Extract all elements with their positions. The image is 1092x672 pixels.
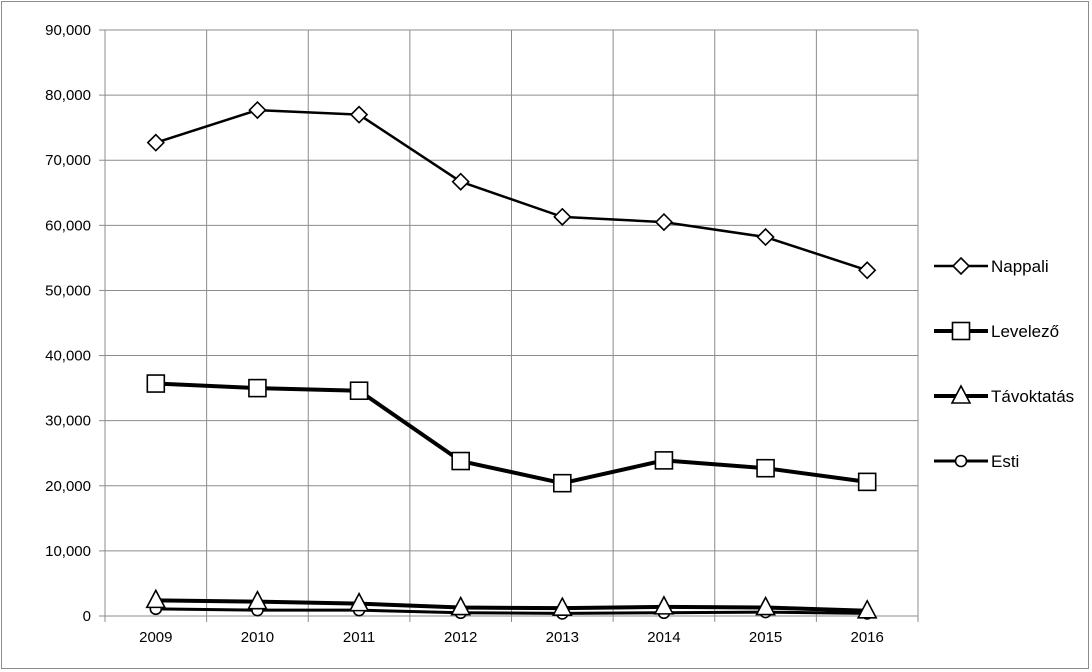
data-point-tavoktatas xyxy=(653,595,675,615)
legend-label-esti: Esti xyxy=(991,452,1019,471)
data-point-levelezo xyxy=(553,473,572,493)
data-point-tavoktatas xyxy=(755,595,776,616)
data-point-tavoktatas xyxy=(450,595,472,616)
x-tick-label: 2015 xyxy=(749,629,782,646)
data-point-nappali xyxy=(146,133,165,152)
y-tick-label: 0 xyxy=(83,608,91,625)
y-tick-label: 80,000 xyxy=(45,87,91,104)
x-tick-label: 2011 xyxy=(343,629,375,646)
data-point-nappali xyxy=(553,207,572,227)
data-point-tavoktatas xyxy=(551,596,573,616)
legend-label-tavoktatas: Távoktatás xyxy=(991,387,1074,406)
markers-nappali xyxy=(146,100,877,280)
data-point-nappali xyxy=(349,105,369,124)
y-tick-label: 60,000 xyxy=(45,217,91,234)
series-esti xyxy=(155,607,868,615)
data-point-levelezo xyxy=(349,381,369,401)
series-line-nappali xyxy=(155,108,868,272)
data-point-nappali xyxy=(654,212,674,232)
x-tick-label: 2014 xyxy=(647,629,680,646)
series-tavoktatas xyxy=(155,598,868,613)
legend-marker-esti xyxy=(954,454,968,468)
data-point-levelezo xyxy=(857,472,877,492)
legend-item-nappali: Nappali xyxy=(934,256,1049,276)
legend-item-esti: Esti xyxy=(934,452,1019,471)
data-point-levelezo xyxy=(756,458,775,478)
legend-label-nappali: Nappali xyxy=(991,257,1049,276)
data-point-levelezo xyxy=(248,378,267,398)
legend-marker-nappali xyxy=(951,256,971,276)
data-point-tavoktatas xyxy=(145,588,167,609)
gridlines xyxy=(105,29,919,616)
y-axis-tick-labels: 0 10,000 20,000 30,000 40,000 50,000 60,000 70,… xyxy=(45,22,91,625)
y-tick-label: 90,000 xyxy=(45,22,91,39)
x-tick-label: 2016 xyxy=(851,629,884,646)
data-point-tavoktatas xyxy=(856,599,878,619)
series-levelezo xyxy=(155,381,868,486)
data-point-nappali xyxy=(248,100,267,120)
x-tick-label: 2012 xyxy=(444,629,477,646)
data-point-levelezo xyxy=(654,451,674,470)
legend-label-levelezo: Levelező xyxy=(991,322,1059,341)
series-nappali xyxy=(155,108,868,272)
data-point-nappali xyxy=(858,261,877,280)
markers-levelezo xyxy=(146,374,877,493)
data-point-nappali xyxy=(756,227,775,247)
legend-item-levelezo: Levelező xyxy=(934,321,1059,341)
series-line-tavoktatas xyxy=(155,598,868,613)
x-tick-label: 2009 xyxy=(139,629,172,646)
data-point-levelezo xyxy=(146,374,166,393)
series-line-esti xyxy=(155,607,868,615)
legend-marker-levelezo xyxy=(951,321,971,341)
y-tick-label: 10,000 xyxy=(45,543,91,560)
legend: Nappali Levelező Távoktatás Esti xyxy=(934,256,1074,471)
x-tick-label: 2013 xyxy=(546,629,579,646)
data-point-tavoktatas xyxy=(247,589,268,610)
x-tick-label: 2010 xyxy=(241,629,274,646)
data-point-levelezo xyxy=(451,451,470,471)
markers-tavoktatas xyxy=(145,588,878,619)
axes xyxy=(99,29,919,622)
y-tick-label: 70,000 xyxy=(45,152,91,169)
legend-marker-tavoktatas xyxy=(950,384,972,404)
y-tick-label: 50,000 xyxy=(45,282,91,299)
y-tick-label: 20,000 xyxy=(45,478,91,495)
series-line-levelezo xyxy=(155,381,868,486)
data-point-nappali xyxy=(451,172,470,191)
x-axis-tick-labels: 2009 2010 2011 2012 2013 2014 2015 2016 xyxy=(139,629,884,646)
y-tick-label: 40,000 xyxy=(45,348,91,365)
series-group xyxy=(145,100,878,620)
y-tick-label: 30,000 xyxy=(45,413,91,430)
data-point-tavoktatas xyxy=(348,591,370,612)
legend-item-tavoktatas: Távoktatás xyxy=(934,384,1074,406)
